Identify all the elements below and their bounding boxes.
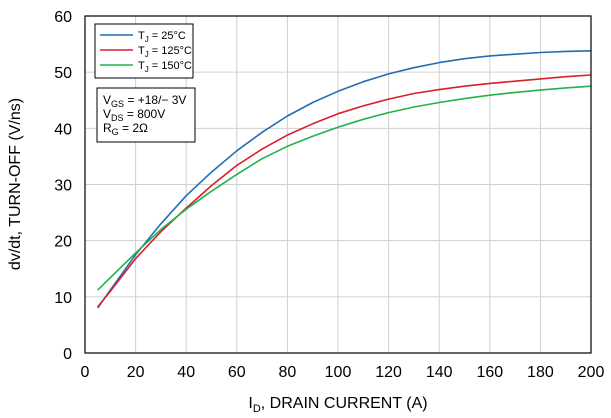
y-tick-label: 60 [54, 9, 72, 26]
x-tick-label: 160 [476, 364, 503, 381]
x-tick-label: 0 [81, 364, 90, 381]
y-tick-label: 40 [54, 121, 72, 138]
x-axis-label-sub: D [253, 403, 261, 415]
y-tick-label: 50 [54, 65, 72, 82]
x-tick-label: 80 [279, 364, 297, 381]
series-group [97, 50, 592, 309]
x-tick-label: 40 [177, 364, 195, 381]
x-tick-label: 140 [426, 364, 453, 381]
x-tick-label: 20 [127, 364, 145, 381]
y-axis-label: dv/dt, TURN-OFF (V/ns) [7, 98, 24, 270]
y-tick-labels: 0 10 20 30 40 50 60 [54, 9, 72, 363]
x-tick-label: 60 [228, 364, 246, 381]
plot-frame [84, 15, 592, 354]
y-tick-label: 10 [54, 290, 72, 307]
y-tick-label: 20 [54, 234, 72, 251]
x-tick-label: 200 [578, 364, 605, 381]
x-tick-label: 120 [375, 364, 402, 381]
y-tick-label: 30 [54, 178, 72, 195]
legend-label: TJ = 125°C [138, 45, 192, 59]
series-line-1 [97, 50, 592, 309]
legend: TJ = 25°CTJ = 125°CTJ = 150°C [94, 23, 194, 79]
series-line-2 [97, 74, 592, 308]
legend-label: TJ = 25°C [138, 30, 186, 44]
x-axis-label: ID, DRAIN CURRENT (A) [248, 395, 427, 415]
y-tick-label: 0 [63, 346, 72, 363]
x-tick-labels: 0 20 40 60 80 100 120 140 160 180 200 [81, 364, 605, 381]
condition-text: RG = 2Ω [103, 121, 148, 137]
x-axis-label-rest: , DRAIN CURRENT (A) [261, 395, 428, 412]
conditions-frame [96, 87, 196, 143]
legend-box [94, 23, 194, 79]
x-axis-label-main: I [248, 395, 252, 412]
series-line-3 [97, 85, 592, 291]
condition-text: VDS = 800V [103, 107, 165, 123]
condition-text: VGS = +18/− 3V [103, 93, 186, 109]
x-tick-label: 100 [325, 364, 352, 381]
x-tick-label: 180 [527, 364, 554, 381]
legend-label: TJ = 150°C [138, 60, 192, 74]
grid [85, 16, 591, 353]
